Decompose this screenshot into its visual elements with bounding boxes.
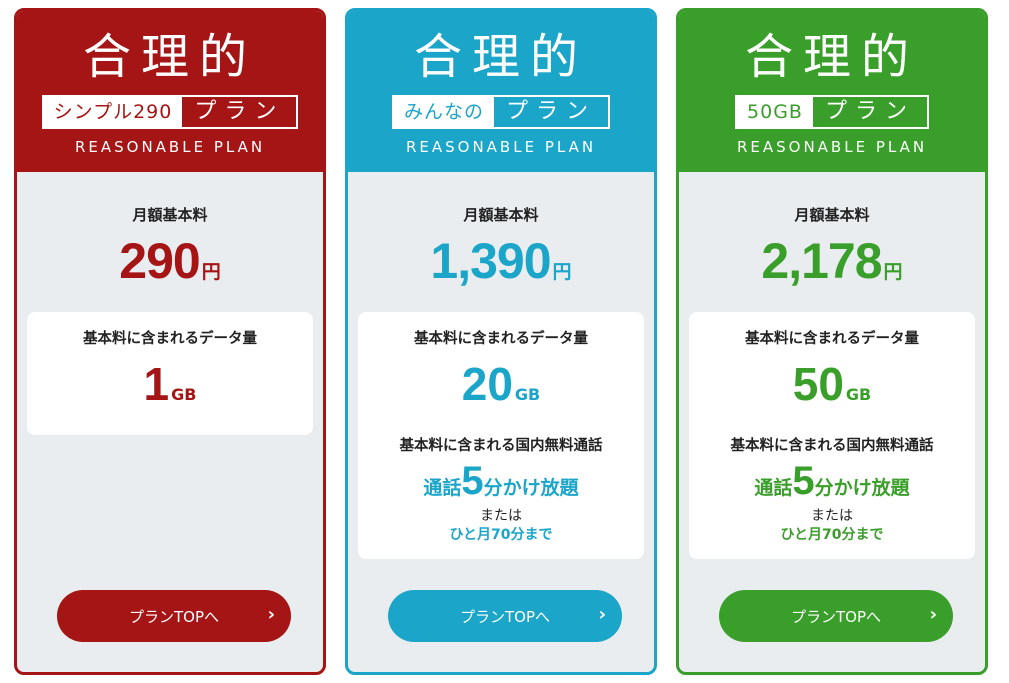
plan-name-badge: みんなの プラン — [391, 95, 611, 129]
plan-title: 合理的 — [413, 29, 588, 85]
data-unit: GB — [514, 385, 541, 404]
data-label: 基本料に含まれるデータ量 — [414, 331, 588, 347]
call-prefix: 通話 — [754, 477, 793, 499]
plan-card-minnano: 合理的 みんなの プラン REASONABLE PLAN 月額基本料 1,390… — [345, 8, 657, 675]
data-label: 基本料に含まれるデータ量 — [745, 331, 919, 347]
free-call-offer: 通話5分かけ放題 — [689, 459, 975, 511]
data-value: 50 — [792, 358, 844, 410]
plan-title: 合理的 — [744, 29, 919, 85]
plan-tagline: REASONABLE PLAN — [736, 138, 928, 156]
chevron-right-icon: › — [267, 604, 275, 625]
monthly-fee-label: 月額基本料 — [132, 206, 208, 224]
plan-top-button-label: プランTOPへ — [459, 607, 550, 626]
call-or: または — [480, 508, 522, 524]
included-panel: 基本料に含まれるデータ量 20 GB 基本料に含まれる国内無料通話 通話5分かけ放… — [358, 312, 644, 559]
plan-header: 合理的 みんなの プラン REASONABLE PLAN — [348, 11, 654, 172]
plan-top-button[interactable]: プランTOPへ › — [719, 590, 953, 642]
call-alternative: ひと月70分まで — [780, 527, 884, 543]
free-call-label: 基本料に含まれる国内無料通話 — [399, 438, 603, 454]
call-alternative: ひと月70分まで — [449, 527, 553, 543]
plan-word: プラン — [506, 99, 597, 124]
data-label: 基本料に含まれるデータ量 — [83, 331, 257, 347]
monthly-fee-label: 月額基本料 — [463, 206, 539, 224]
price-value: 290 — [119, 233, 200, 289]
included-panel: 基本料に含まれるデータ量 50 GB 基本料に含まれる国内無料通話 通話5分かけ放… — [689, 312, 975, 559]
plan-word: プラン — [824, 99, 915, 124]
monthly-price: 290 円 — [17, 234, 323, 300]
data-value: 1 — [143, 358, 170, 410]
included-panel: 基本料に含まれるデータ量 1 GB — [27, 312, 313, 435]
plan-top-button-label: プランTOPへ — [128, 607, 219, 626]
data-amount: 20 GB — [358, 358, 644, 421]
plan-card-simple290: 合理的 シンプル290 プラン REASONABLE PLAN 月額基本料 29… — [14, 8, 326, 675]
monthly-fee-label: 月額基本料 — [794, 206, 870, 224]
data-value: 20 — [461, 358, 513, 410]
free-call-label: 基本料に含まれる国内無料通話 — [730, 438, 934, 454]
plan-header: 合理的 50GB プラン REASONABLE PLAN — [679, 11, 985, 172]
plan-word: プラン — [194, 99, 285, 124]
monthly-price: 1,390 円 — [348, 234, 654, 300]
call-or: または — [811, 508, 853, 524]
plan-name: 50GB — [737, 97, 813, 127]
call-prefix: 通話 — [423, 477, 462, 499]
data-unit: GB — [845, 385, 872, 404]
data-amount: 1 GB — [27, 358, 313, 421]
plan-top-button[interactable]: プランTOPへ › — [57, 590, 291, 642]
call-suffix: 分かけ放題 — [814, 477, 910, 499]
plan-name-badge: 50GB プラン — [735, 95, 929, 129]
price-unit: 円 — [552, 261, 572, 283]
call-minutes: 5 — [792, 459, 815, 503]
plan-header: 合理的 シンプル290 プラン REASONABLE PLAN — [17, 11, 323, 172]
plan-card-50gb: 合理的 50GB プラン REASONABLE PLAN 月額基本料 2,178… — [676, 8, 988, 675]
plan-name-badge: シンプル290 プラン — [41, 95, 299, 129]
plan-title: 合理的 — [82, 29, 257, 85]
price-value: 1,390 — [430, 233, 551, 289]
plan-tagline: REASONABLE PLAN — [405, 138, 597, 156]
data-unit: GB — [171, 385, 197, 404]
plan-top-button[interactable]: プランTOPへ › — [388, 590, 622, 642]
plan-name: シンプル290 — [43, 97, 183, 127]
plan-name: みんなの — [393, 97, 494, 127]
free-call-offer: 通話5分かけ放題 — [358, 459, 644, 511]
price-unit: 円 — [883, 261, 903, 283]
plan-tagline: REASONABLE PLAN — [74, 138, 266, 156]
plan-top-button-label: プランTOPへ — [790, 607, 881, 626]
call-minutes: 5 — [461, 459, 484, 503]
data-amount: 50 GB — [689, 358, 975, 421]
chevron-right-icon: › — [929, 604, 937, 625]
chevron-right-icon: › — [598, 604, 606, 625]
call-suffix: 分かけ放題 — [483, 477, 579, 499]
price-value: 2,178 — [761, 233, 882, 289]
price-unit: 円 — [201, 261, 221, 283]
monthly-price: 2,178 円 — [679, 234, 985, 300]
